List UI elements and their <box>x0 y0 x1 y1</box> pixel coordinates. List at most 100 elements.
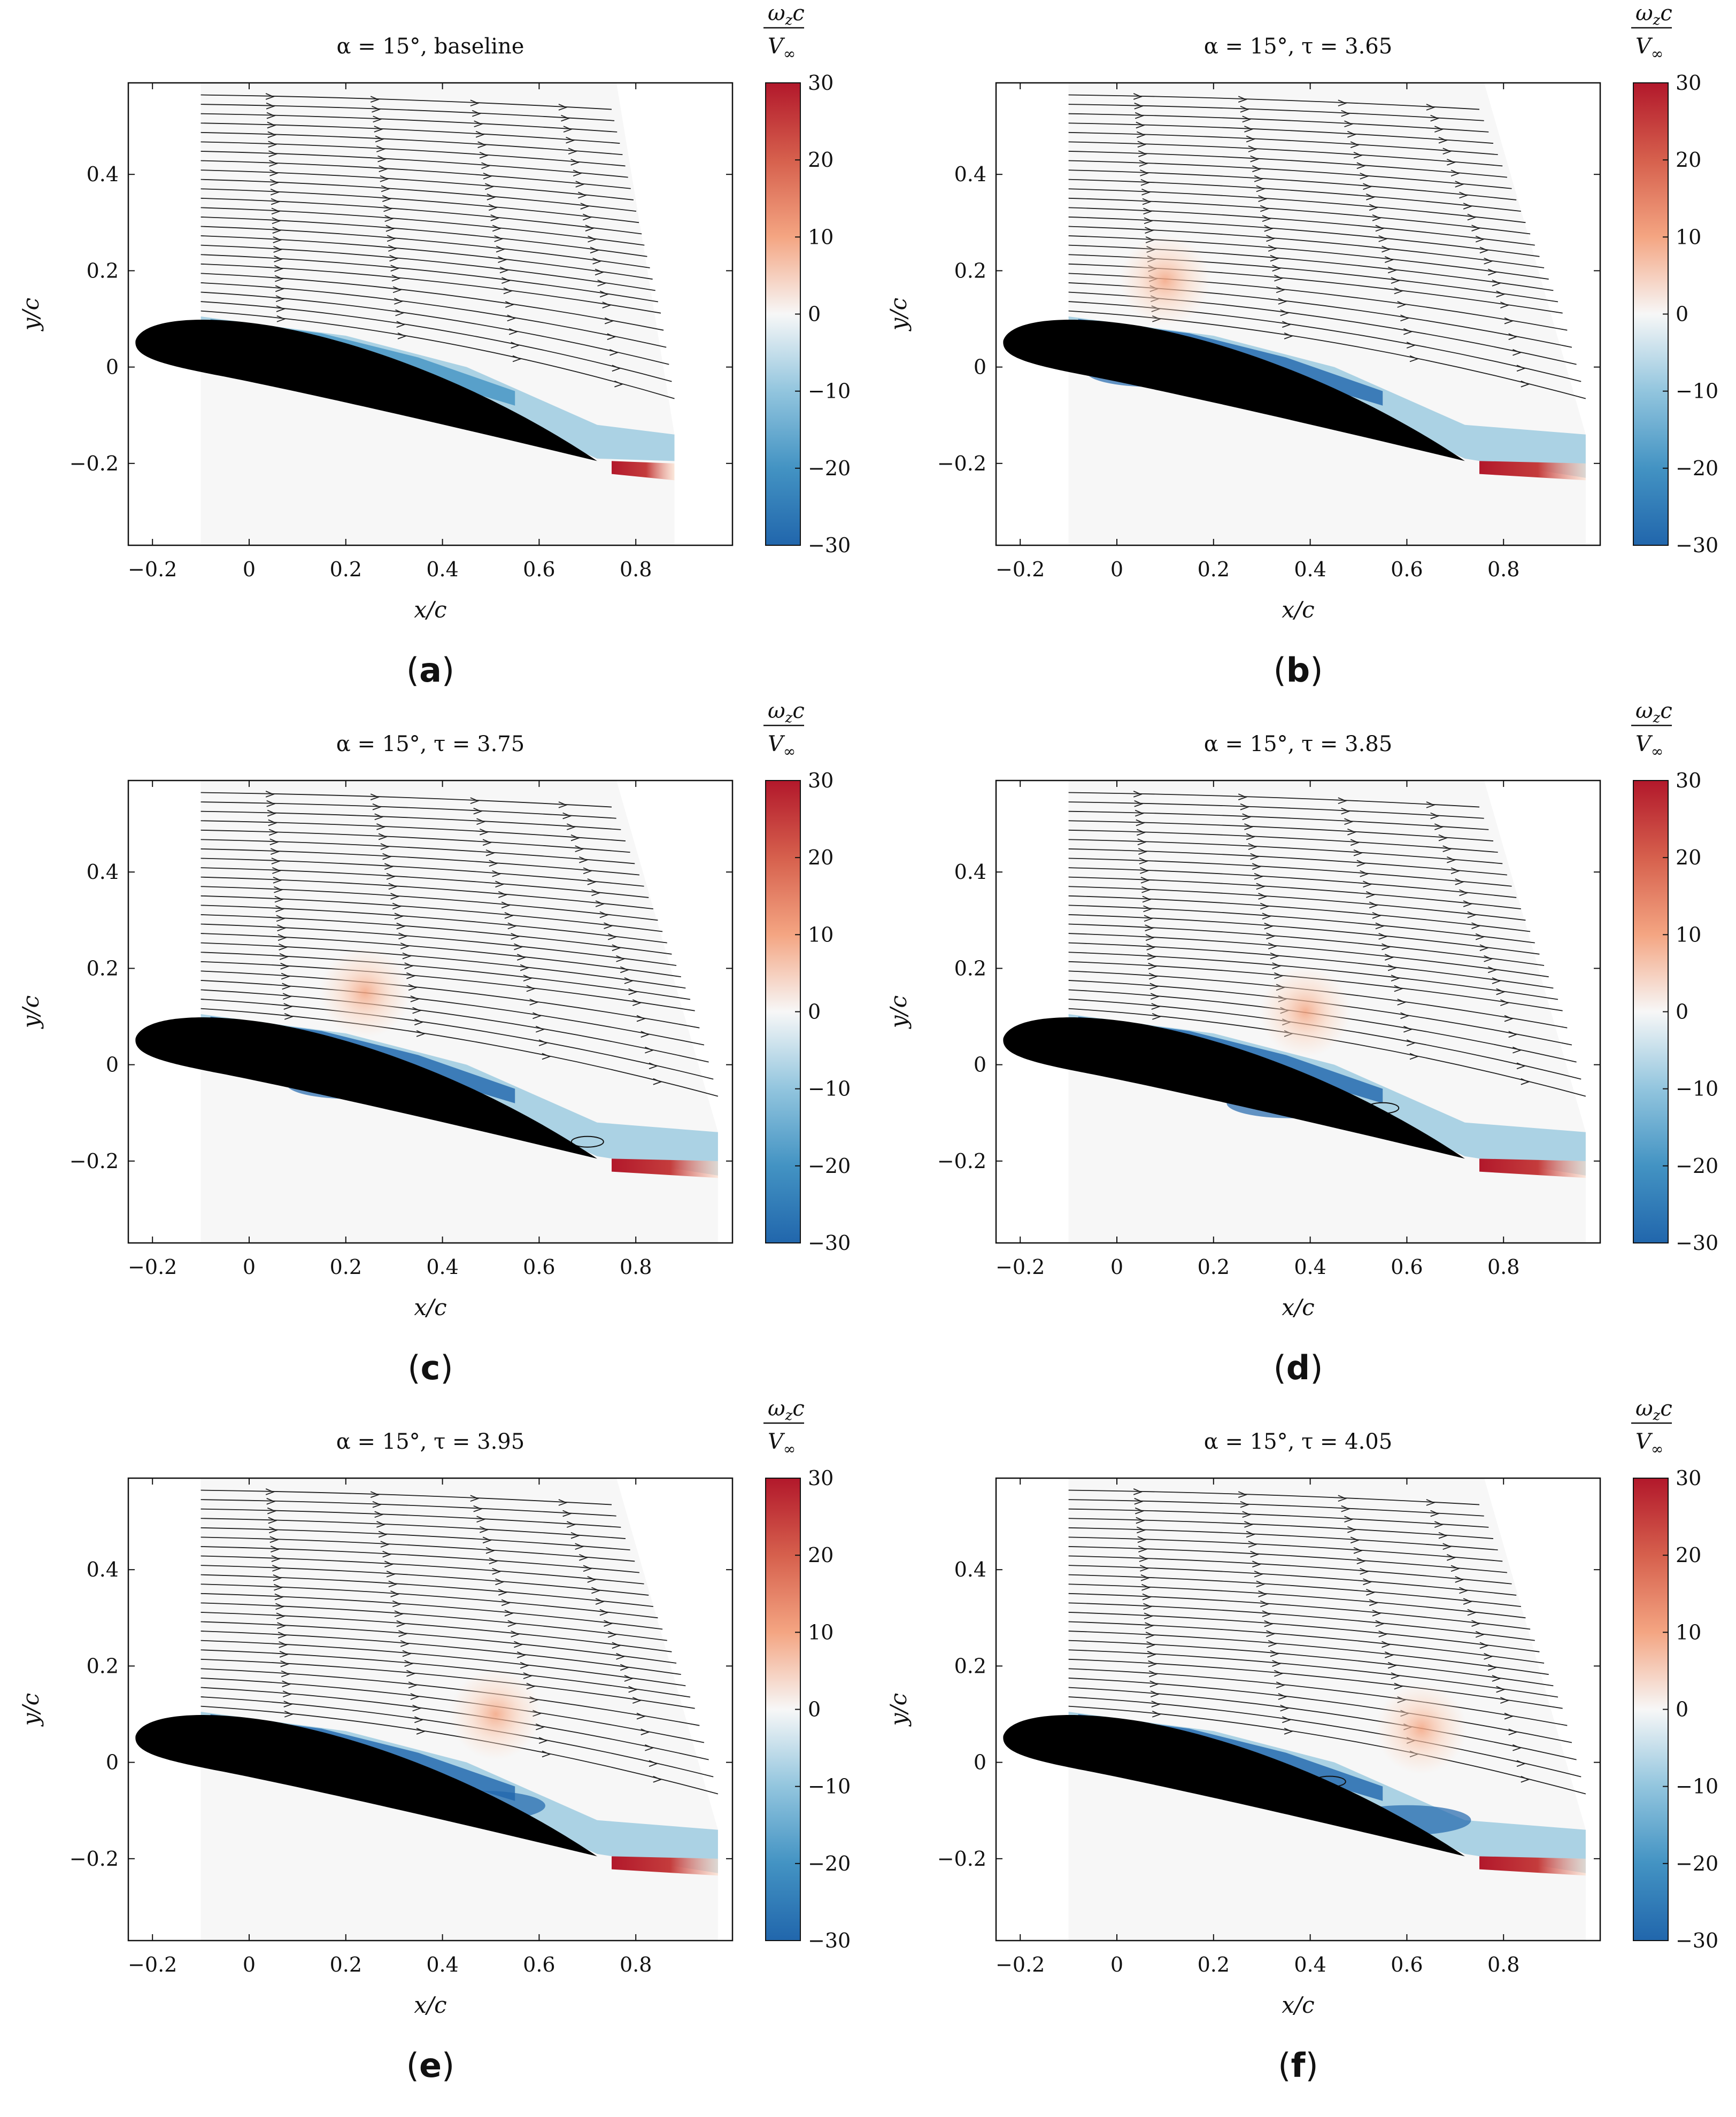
streamline-arrow <box>587 1576 597 1583</box>
streamline-arrow <box>507 314 516 322</box>
streamline-arrow <box>414 1716 423 1724</box>
streamline-arrow <box>1140 867 1149 874</box>
streamline-arrow <box>273 236 282 243</box>
colorbar-tick-label: −10 <box>808 380 851 403</box>
colorbar-tick-label: −20 <box>808 457 851 480</box>
colorbar-tick-label: 10 <box>1676 225 1701 249</box>
colorbar-tick-label: 10 <box>1676 923 1701 946</box>
streamline-arrow <box>495 880 504 888</box>
streamline-arrow <box>590 246 599 254</box>
streamline-arrow <box>382 1550 392 1558</box>
streamline-arrow <box>279 953 289 960</box>
streamline-arrow <box>275 285 284 292</box>
streamline-arrow <box>616 1653 626 1660</box>
streamline-arrow <box>591 1587 600 1594</box>
streamline-arrow <box>283 1003 293 1010</box>
streamline-arrow <box>380 1541 390 1548</box>
streamline-arrow <box>1268 942 1277 949</box>
streamline-arrow <box>1274 1670 1283 1677</box>
streamline-arrow <box>1446 1554 1456 1561</box>
streamline-arrow <box>1266 1630 1275 1637</box>
streamline-arrow <box>1442 148 1452 155</box>
streamline-arrow <box>404 1660 414 1667</box>
streamline-arrow <box>1266 235 1275 242</box>
streamline-arrow <box>1242 115 1252 123</box>
streamline-arrow <box>277 1632 287 1639</box>
streamline-arrow <box>616 955 626 962</box>
streamline-arrow <box>390 265 400 272</box>
subfigure-svg: α = 15°, τ = 3.95 −0.2 0 0.2 0.4 0.6 0.8 0.4 0.2… <box>18 1396 851 2085</box>
streamline-arrow <box>1508 1728 1518 1735</box>
vortex <box>319 947 411 1038</box>
streamline-arrow <box>1403 1025 1413 1033</box>
streamline-arrow <box>1479 1642 1489 1649</box>
streamline-arrow <box>1513 349 1522 356</box>
streamline-arrow <box>575 845 584 853</box>
streamline-arrow <box>1353 1547 1363 1554</box>
x-tick-label: 0 <box>1110 1255 1123 1279</box>
streamline-arrow <box>416 1728 426 1735</box>
streamline-arrow <box>275 905 284 913</box>
colorbar-label-denominator: V∞ <box>1635 732 1663 760</box>
y-tick-label: 0.4 <box>954 1558 986 1581</box>
streamline-arrow <box>1150 993 1160 1000</box>
streamline-arrow <box>1282 321 1291 328</box>
panel-title: α = 15°, τ = 3.85 <box>1204 732 1392 756</box>
streamline-arrow <box>394 913 404 920</box>
streamline-arrow <box>1363 1578 1372 1586</box>
streamline-arrow <box>1426 104 1436 111</box>
colorbar-label-denominator: V∞ <box>768 732 796 760</box>
streamline-arrow <box>406 972 415 979</box>
streamline-arrow <box>1513 1046 1522 1054</box>
y-tick-label: 0 <box>974 1751 986 1774</box>
streamline-arrow <box>1282 1716 1291 1724</box>
streamline-arrow <box>383 205 392 212</box>
streamline-arrow <box>1133 791 1143 798</box>
streamline-arrow <box>516 1651 526 1658</box>
y-tick-label: −0.2 <box>937 1847 986 1871</box>
streamline-arrow <box>1487 1664 1497 1671</box>
colorbar-label-denominator: V∞ <box>768 34 796 63</box>
streamline-arrow <box>1240 803 1249 810</box>
streamline-arrow <box>624 1675 634 1682</box>
streamline-arrow <box>1492 977 1501 984</box>
subfigure-d: α = 15°, τ = 3.85 −0.2 0 0.2 0.4 0.6 0.8 0.4 0.2… <box>868 698 1735 1393</box>
colorbar-tick-label: 30 <box>808 769 834 792</box>
x-tick-label: 0.8 <box>620 558 652 581</box>
streamline-arrow <box>612 1642 621 1649</box>
streamlines <box>1068 93 1586 399</box>
streamline-arrow <box>370 96 380 103</box>
airfoil <box>135 1714 597 1857</box>
streamline-arrow <box>1394 985 1403 992</box>
streamline-arrow <box>370 1491 380 1498</box>
streamline-arrow <box>649 1062 658 1070</box>
streamline-arrow <box>511 1631 520 1637</box>
streamline-arrow <box>1463 203 1472 210</box>
airfoil <box>1003 1714 1465 1857</box>
streamline-arrow <box>604 1620 613 1627</box>
streamline-arrow <box>645 1744 654 1751</box>
colorbar-tick-label: 20 <box>1676 1543 1701 1567</box>
streamline-arrow <box>479 151 489 159</box>
streamline-arrow <box>1500 999 1509 1006</box>
streamline-arrow <box>1270 952 1279 960</box>
streamline-arrow <box>473 1505 483 1512</box>
streamline-arrow <box>479 828 489 836</box>
x-axis-label: x/c <box>414 1992 446 2018</box>
streamline-arrow <box>1338 1495 1347 1502</box>
x-tick-label: 0.4 <box>426 1255 458 1279</box>
streamline-arrow <box>604 317 614 324</box>
vortex <box>1120 235 1211 326</box>
streamline-arrow <box>1360 1567 1369 1575</box>
axes-frame <box>127 779 734 1244</box>
vortex <box>450 1668 542 1760</box>
streamline-arrow <box>1260 205 1269 212</box>
streamline-arrow <box>1387 1662 1397 1669</box>
streamline-arrow <box>1137 141 1147 148</box>
streamline-arrow <box>583 867 592 875</box>
streamline-arrow <box>641 1728 650 1735</box>
streamline-arrow <box>1516 365 1526 372</box>
y-tick-label: −0.2 <box>70 1847 119 1871</box>
streamline-arrow <box>1455 1576 1464 1583</box>
streamline-arrow <box>620 966 629 973</box>
